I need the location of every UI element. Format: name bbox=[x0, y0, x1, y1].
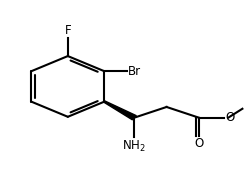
Text: O: O bbox=[225, 111, 234, 124]
Text: O: O bbox=[194, 137, 203, 150]
Text: F: F bbox=[64, 24, 71, 37]
Text: NH$_2$: NH$_2$ bbox=[122, 139, 146, 154]
Text: Br: Br bbox=[128, 65, 141, 78]
Polygon shape bbox=[104, 101, 136, 120]
